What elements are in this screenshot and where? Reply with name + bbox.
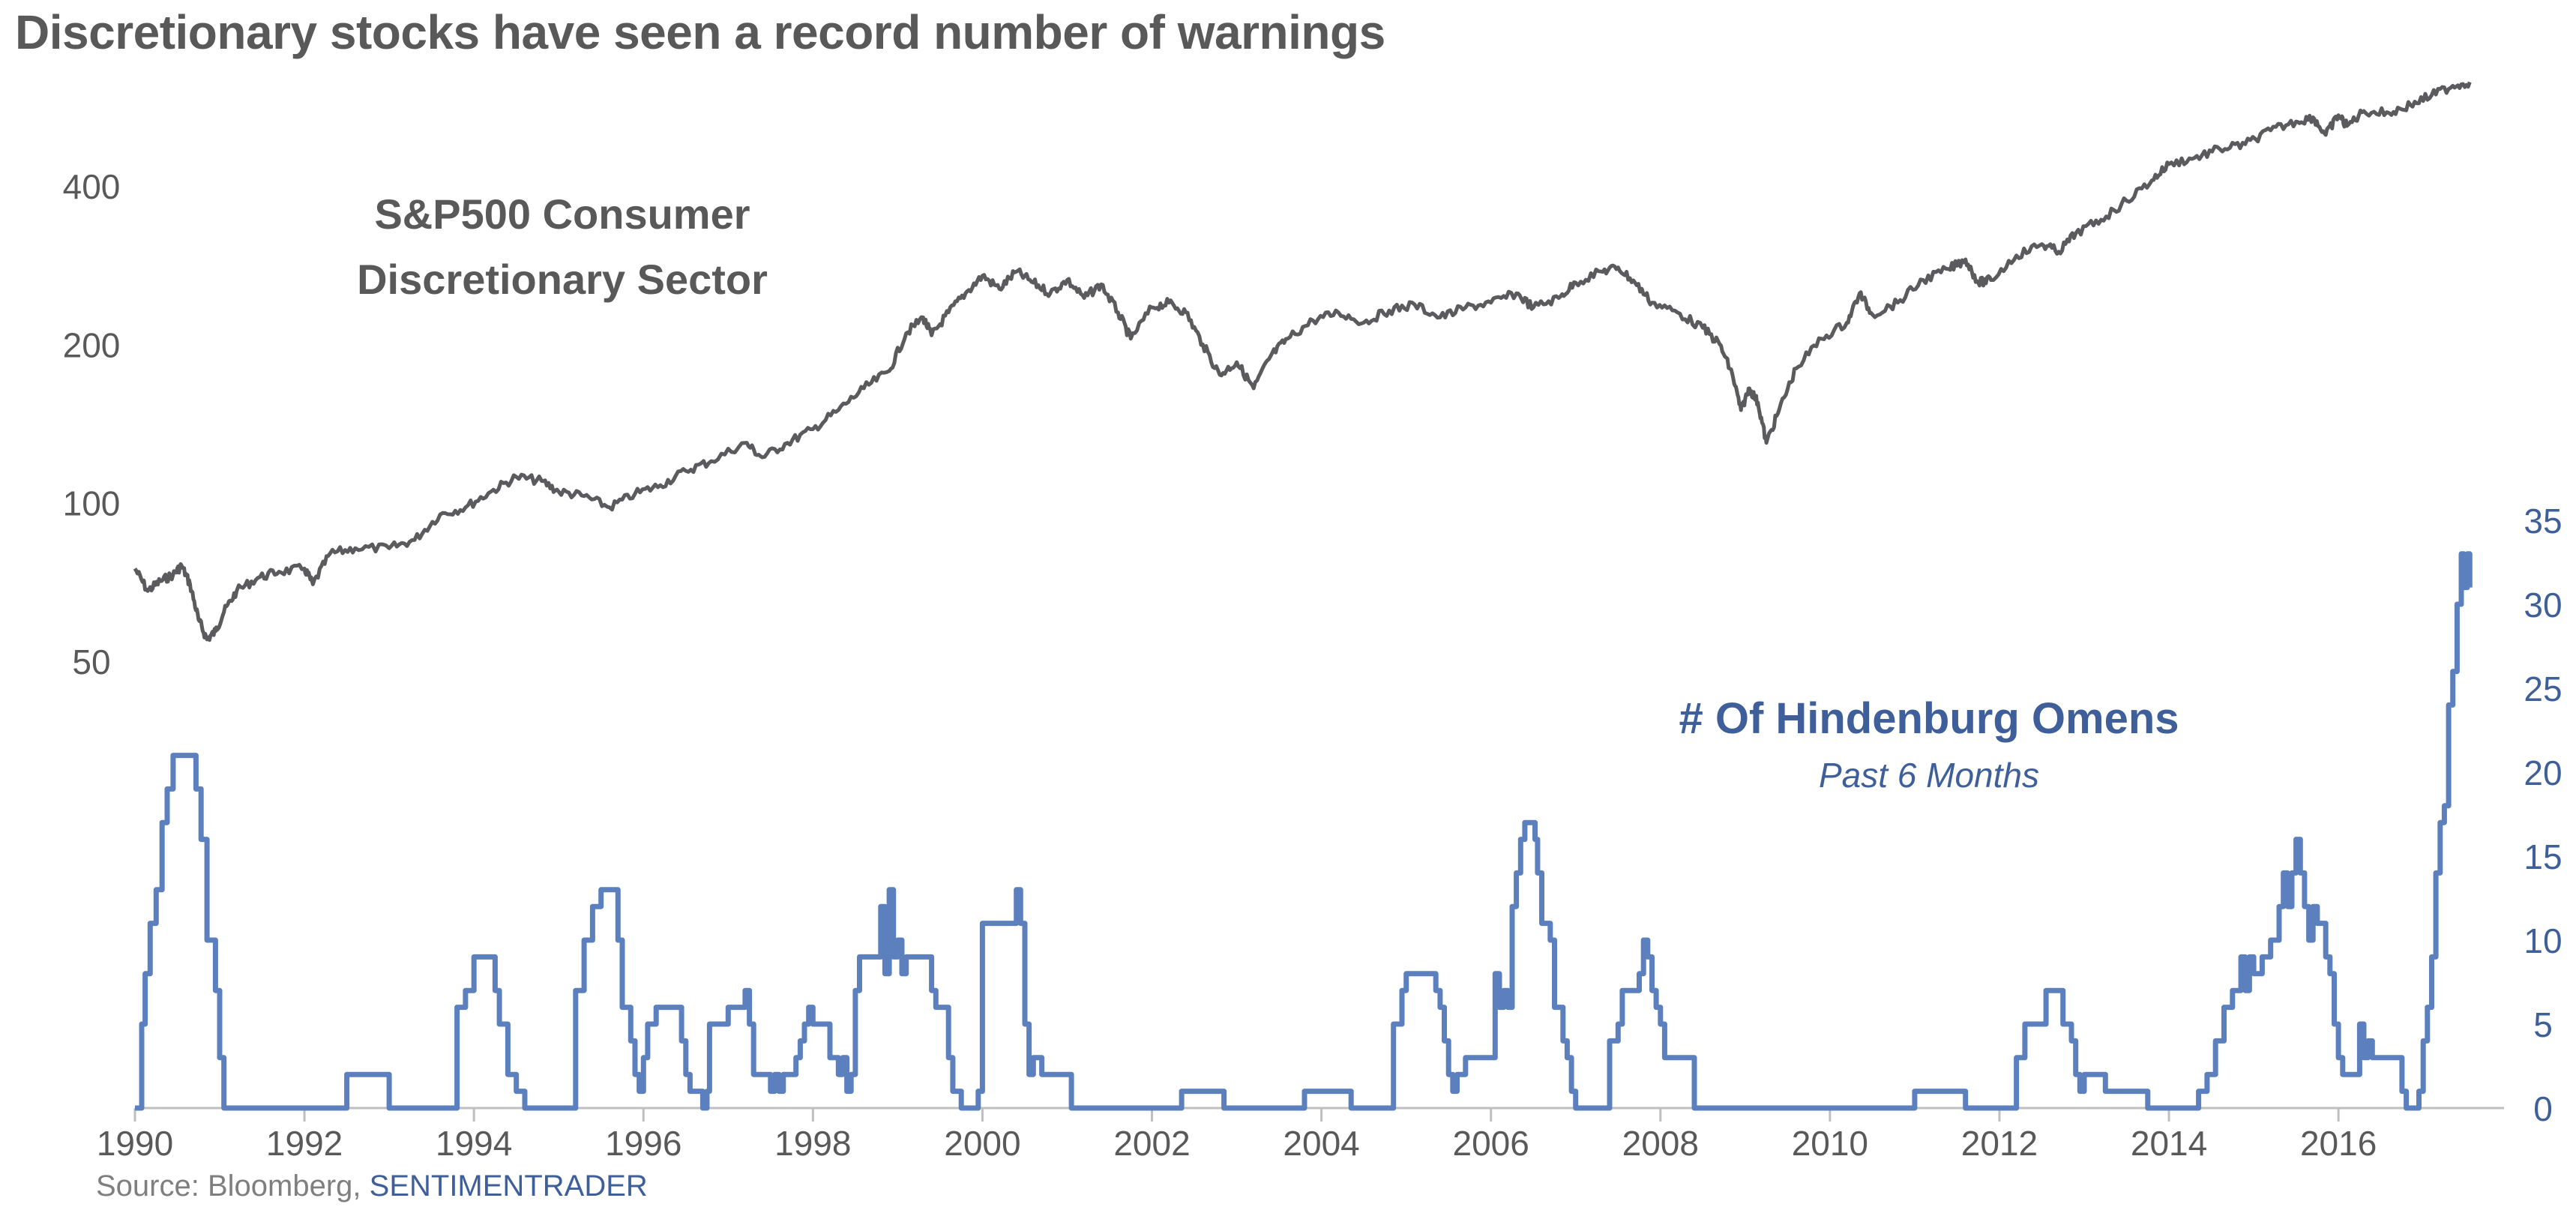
x-tick-label-2012: 2012 (1961, 1124, 2038, 1163)
x-tick-label-2010: 2010 (1792, 1124, 1868, 1163)
x-tick-label-2002: 2002 (1113, 1124, 1190, 1163)
price-series-label-line1: S&P500 Consumer (374, 190, 750, 238)
series-labels: S&P500 Consumer Discretionary Sector # O… (357, 190, 2179, 795)
brand-name-a: SENTIMEN (369, 1170, 525, 1203)
series-lines (133, 81, 2473, 1111)
right-axis-tick-30: 30 (2524, 586, 2562, 624)
omens-series-subtitle: Past 6 Months (1819, 756, 2039, 795)
chart-title: Discretionary stocks have seen a record … (15, 5, 1385, 59)
x-tick-label-2016: 2016 (2300, 1124, 2377, 1163)
source-prefix: Source: Bloomberg, (96, 1170, 370, 1203)
x-tick-label-1994: 1994 (436, 1124, 512, 1163)
omens-series-line (135, 551, 2473, 1111)
right-axis-tick-5: 5 (2533, 1005, 2553, 1044)
right-axis-tick-25: 25 (2524, 669, 2562, 708)
left-axis-tick-50: 50 (72, 642, 110, 681)
x-tick-label-1996: 1996 (605, 1124, 681, 1163)
left-axis-tick-200: 200 (63, 325, 121, 364)
x-axis: 1990 1992 1994 1996 1998 2000 2002 2004 2006 2008… (97, 1107, 2504, 1163)
brand-name-b: TRADER (524, 1170, 648, 1203)
left-axis-tick-100: 100 (63, 484, 121, 523)
price-series-line (133, 81, 2472, 642)
right-axis-tick-10: 10 (2524, 921, 2562, 960)
x-tick-label-2008: 2008 (1622, 1124, 1699, 1163)
x-tick-label-2004: 2004 (1283, 1124, 1359, 1163)
x-tick-label-1992: 1992 (266, 1124, 343, 1163)
right-axis-tick-35: 35 (2524, 502, 2562, 541)
price-series-label-line2: Discretionary Sector (357, 256, 768, 303)
x-tick-label-1990: 1990 (97, 1124, 173, 1163)
x-tick-label-2000: 2000 (944, 1124, 1020, 1163)
left-axis-labels: 50 100 200 400 (63, 167, 121, 681)
omens-series-label: # Of Hindenburg Omens (1679, 694, 2179, 743)
left-axis-tick-400: 400 (63, 167, 121, 206)
x-tick-label-2014: 2014 (2131, 1124, 2207, 1163)
source-note: Source: Bloomberg, SENTIMENTRADER (96, 1170, 648, 1203)
right-axis-tick-15: 15 (2524, 837, 2562, 876)
right-axis-labels: 0 5 10 15 20 25 30 35 (2524, 502, 2562, 1128)
right-axis-tick-20: 20 (2524, 753, 2562, 792)
x-tick-label-2006: 2006 (1453, 1124, 1529, 1163)
x-tick-label-1998: 1998 (774, 1124, 851, 1163)
right-axis-tick-0: 0 (2533, 1089, 2553, 1128)
